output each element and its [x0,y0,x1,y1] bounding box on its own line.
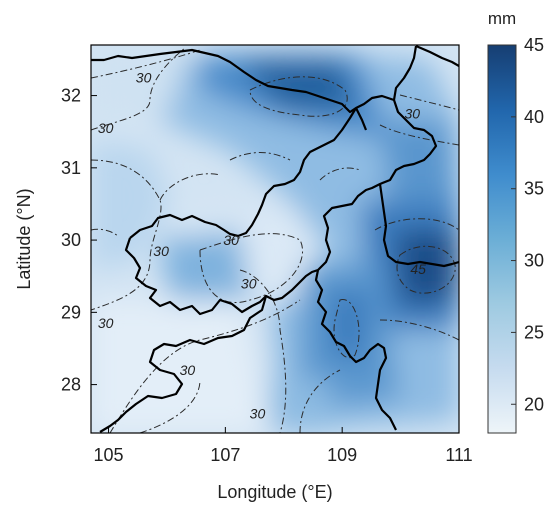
colorbar: 20 25 30 35 40 45 mm [487,9,544,434]
colorbar-ticks: 20 25 30 35 40 45 [511,35,544,414]
y-axis-label: Latitude (°N) [14,188,34,289]
colorbar-tick-label: 20 [524,394,544,414]
y-axis: 28 29 30 31 32 [61,86,97,395]
contour-label: 30 [250,405,266,421]
x-tick-label: 111 [445,445,472,465]
province-boundaries [91,45,459,433]
contour-label: 30 [136,70,152,86]
contour-label: 30 [98,315,114,331]
y-tick-label: 29 [61,302,81,322]
x-axis-label: Longitude (°E) [217,482,332,502]
map-plot-area: 30 30 30 30 30 30 30 30 30 45 [91,45,459,433]
colorbar-gradient [487,44,517,434]
map-frame [90,44,460,434]
contour-label: 30 [404,106,420,122]
contour-label: 45 [410,261,426,277]
x-axis: 105 107 109 111 [94,427,473,465]
x-tick-label: 105 [94,445,124,465]
contour-label: 30 [153,243,169,259]
y-tick-label: 31 [61,158,81,178]
contour-label: 30 [180,362,196,378]
colorbar-tick-label: 45 [524,35,544,55]
contour-label: 30 [98,120,114,136]
contour-label: 30 [223,232,239,248]
colorbar-tick-label: 40 [524,107,544,127]
y-tick-label: 30 [61,230,81,250]
contour-label: 30 [241,275,257,291]
x-tick-label: 109 [327,445,357,465]
colorbar-tick-label: 25 [524,322,544,342]
contour-lines [91,47,459,433]
y-tick-label: 32 [61,86,81,106]
colorbar-tick-label: 35 [524,179,544,199]
colorbar-tick-label: 30 [524,251,544,271]
colorbar-unit: mm [488,9,516,28]
y-tick-label: 28 [61,375,81,395]
x-tick-label: 107 [210,445,240,465]
contour-labels: 30 30 30 30 30 30 30 30 30 45 [98,70,426,422]
